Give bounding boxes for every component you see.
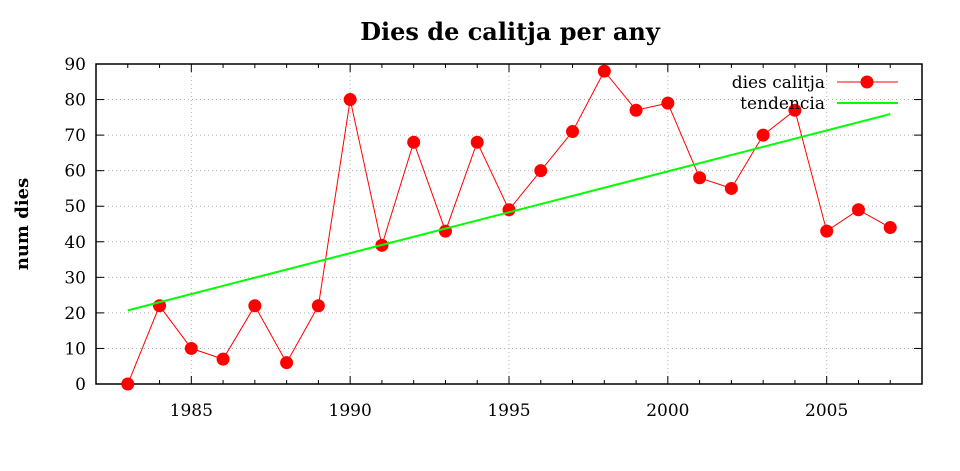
data-point — [788, 103, 802, 117]
y-tick-label: 20 — [64, 304, 86, 324]
data-point — [248, 299, 262, 313]
chart-title: Dies de calitja per any — [360, 17, 661, 46]
x-tick-label: 2005 — [805, 401, 848, 421]
data-point — [121, 377, 135, 391]
data-point — [820, 224, 834, 238]
data-point — [280, 356, 294, 370]
data-point — [629, 103, 643, 117]
x-tick-label: 1985 — [170, 401, 213, 421]
legend-label: dies calitja — [732, 73, 825, 93]
grid — [96, 64, 922, 384]
data-point — [343, 93, 357, 107]
legend-swatch-marker — [860, 75, 874, 89]
data-point — [724, 181, 738, 195]
data-point — [661, 96, 675, 110]
data-point — [693, 171, 707, 185]
y-tick-label: 10 — [64, 339, 86, 359]
y-tick-label: 70 — [64, 126, 86, 146]
y-tick-label: 60 — [64, 162, 86, 182]
y-tick-label: 0 — [75, 375, 86, 395]
legend-label: tendencia — [740, 94, 825, 114]
y-tick-label: 30 — [64, 268, 86, 288]
data-point — [566, 125, 580, 139]
x-tick-label: 1990 — [329, 401, 372, 421]
series-line-1 — [127, 70, 891, 385]
data-point — [216, 352, 230, 366]
ticks: 0 10 20 30 40 50 60 70 80 90 1985 1990 1995 2000 2005 — [64, 55, 923, 421]
data-point — [756, 128, 770, 142]
data-point — [407, 135, 421, 149]
data-point — [534, 164, 548, 178]
y-tick-label: 50 — [64, 197, 86, 217]
data-point — [883, 221, 897, 235]
data-point — [851, 203, 865, 217]
data-point — [470, 135, 484, 149]
data-point — [184, 341, 198, 355]
data-point — [311, 299, 325, 313]
x-tick-label: 2000 — [646, 401, 689, 421]
data-point — [597, 64, 611, 78]
x-tick-label: 1995 — [487, 401, 530, 421]
y-tick-label: 90 — [64, 55, 86, 75]
y-tick-label: 40 — [64, 233, 86, 253]
y-axis-label: num dies — [12, 178, 33, 271]
y-tick-label: 80 — [64, 91, 86, 111]
series-line-2 — [127, 113, 891, 312]
series — [121, 64, 897, 391]
